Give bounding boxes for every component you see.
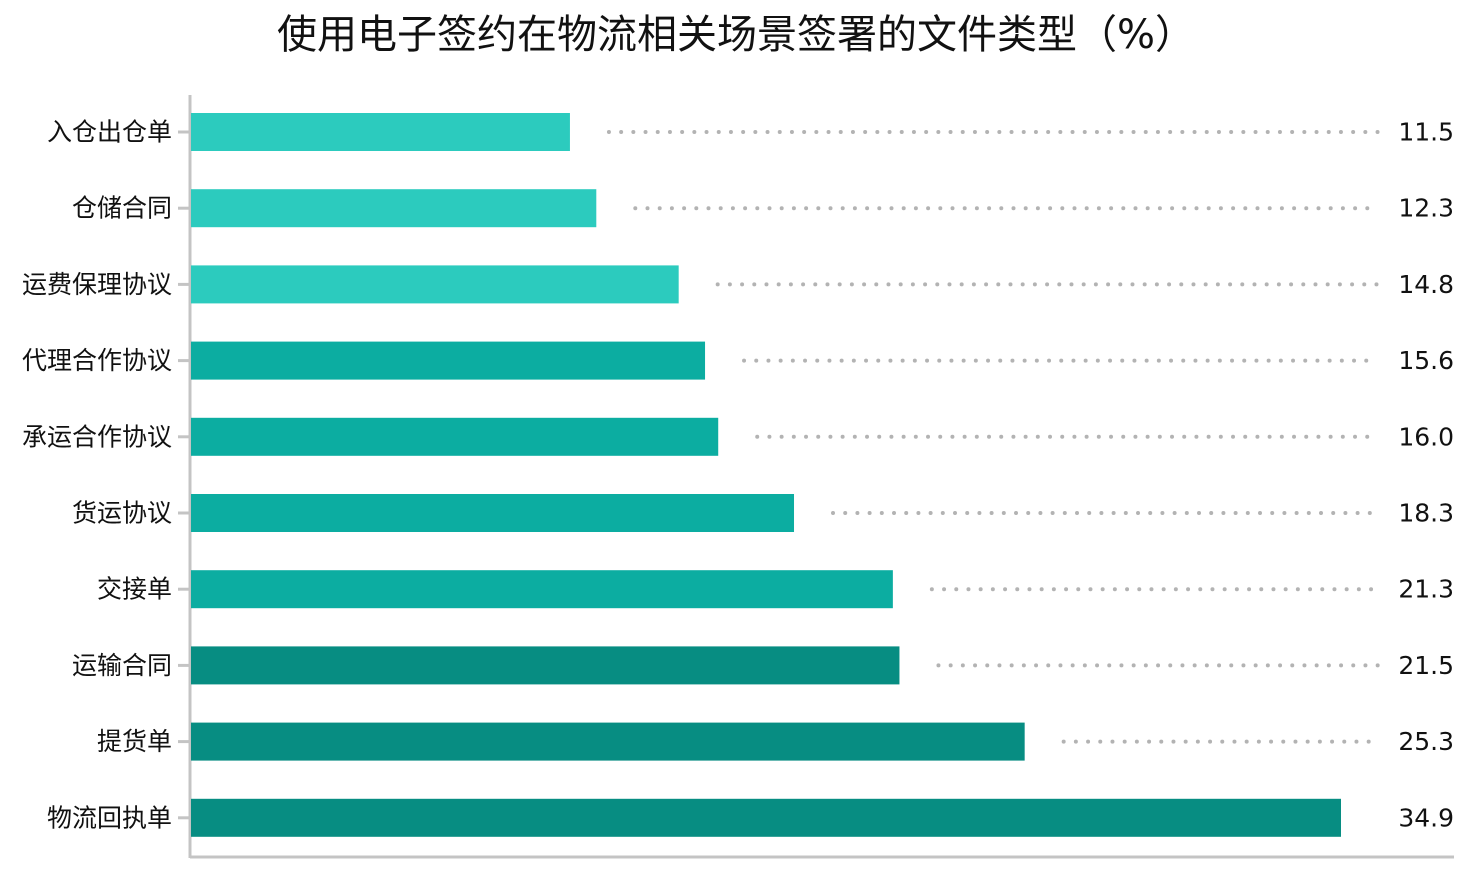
bar: [191, 494, 795, 532]
category-label: 入仓出仓单: [47, 118, 172, 147]
category-label: 承运合作协议: [22, 422, 172, 451]
category-label: 货运协议: [72, 499, 172, 528]
value-label: 12.3: [1398, 194, 1454, 223]
category-label: 物流回执单: [47, 803, 172, 832]
category-label: 运费保理协议: [22, 270, 172, 299]
bar: [191, 722, 1025, 761]
value-label: 25.3: [1398, 727, 1454, 756]
bar: [191, 798, 1341, 837]
category-label: 仓储合同: [72, 194, 172, 223]
category-label: 交接单: [97, 575, 172, 604]
value-label: 18.3: [1398, 499, 1454, 528]
bar: [191, 113, 570, 151]
category-label: 运输合同: [72, 651, 172, 680]
bar: [191, 189, 597, 228]
category-label: 代理合作协议: [22, 346, 172, 375]
bar: [191, 341, 706, 380]
bar: [191, 417, 719, 456]
value-label: 15.6: [1398, 346, 1454, 375]
bar: [191, 646, 900, 685]
bar: [191, 570, 893, 609]
value-label: 16.0: [1398, 422, 1454, 451]
value-label: 21.5: [1398, 651, 1454, 680]
value-label: 14.8: [1398, 270, 1454, 299]
chart-title: 使用电子签约在物流相关场景签署的文件类型（%）: [276, 12, 1195, 58]
value-label: 34.9: [1398, 803, 1454, 832]
value-label: 11.5: [1398, 118, 1454, 147]
bar: [191, 265, 679, 304]
value-label: 21.3: [1398, 575, 1454, 604]
category-label: 提货单: [97, 727, 172, 756]
